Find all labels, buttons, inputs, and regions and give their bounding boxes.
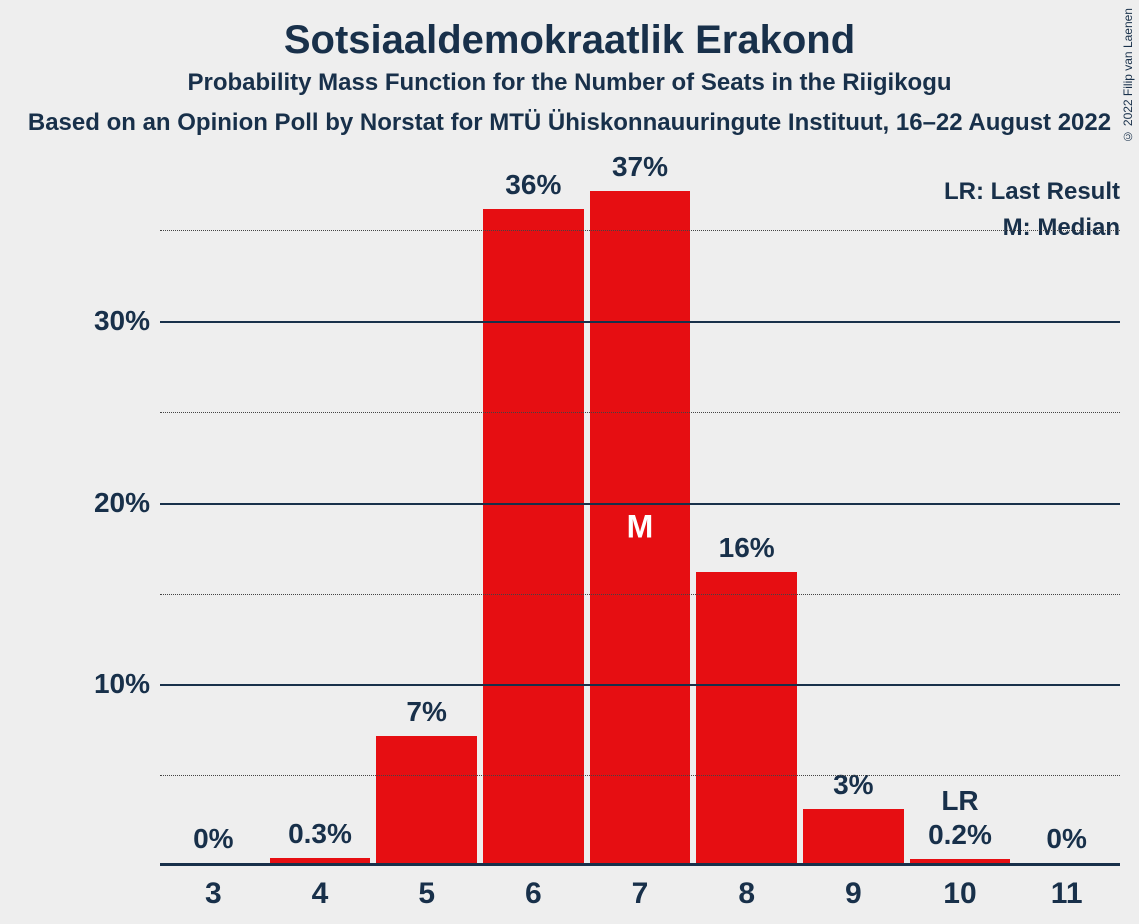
bar-slot: 16%8 xyxy=(693,173,800,863)
y-axis-label: 30% xyxy=(60,305,150,337)
grid-major xyxy=(160,321,1120,323)
bar-median-marker: M xyxy=(590,509,691,546)
x-axis-label: 3 xyxy=(160,863,267,911)
pmf-bar-chart: LR: Last Result M: Median 0%30.3%47%536%… xyxy=(60,176,1120,866)
x-axis-label: 5 xyxy=(373,863,480,911)
grid-minor xyxy=(160,775,1120,776)
bar-slot: 0%11 xyxy=(1013,173,1120,863)
bar-slot: 37%M7 xyxy=(587,173,694,863)
grid-minor xyxy=(160,412,1120,413)
bar-slot: 36%6 xyxy=(480,173,587,863)
x-axis-label: 11 xyxy=(1013,863,1120,911)
bar-slot: LR0.2%10 xyxy=(907,173,1014,863)
y-axis-label: 20% xyxy=(60,487,150,519)
chart-subtitle: Probability Mass Function for the Number… xyxy=(0,69,1139,97)
bars-container: 0%30.3%47%536%637%M716%83%9LR0.2%100%11 xyxy=(160,176,1120,866)
chart-title: Sotsiaaldemokraatlik Erakond xyxy=(0,18,1139,63)
x-axis-label: 8 xyxy=(693,863,800,911)
bar: 36% xyxy=(483,209,584,863)
bar: 3% xyxy=(803,809,904,863)
bar-value-label: 37% xyxy=(590,151,691,191)
x-axis-label: 9 xyxy=(800,863,907,911)
bar-value-label: 36% xyxy=(483,169,584,209)
chart-subsubtitle: Based on an Opinion Poll by Norstat for … xyxy=(0,109,1139,137)
x-axis-label: 10 xyxy=(907,863,1014,911)
x-axis-label: 6 xyxy=(480,863,587,911)
bar-slot: 0%3 xyxy=(160,173,267,863)
bar-value-label: 0% xyxy=(1016,823,1117,863)
grid-major xyxy=(160,503,1120,505)
x-axis-label: 7 xyxy=(587,863,694,911)
bar: 16% xyxy=(696,572,797,863)
bar-value-label: 0% xyxy=(163,823,264,863)
grid-minor xyxy=(160,594,1120,595)
bar: 7% xyxy=(376,736,477,863)
grid-minor xyxy=(160,230,1120,231)
grid-major xyxy=(160,684,1120,686)
bar-value-label: 0.2% xyxy=(910,819,1011,859)
copyright-label: © 2022 Filip van Laenen xyxy=(1121,8,1135,143)
bar-value-label: 7% xyxy=(376,696,477,736)
bar-slot: 3%9 xyxy=(800,173,907,863)
bar-value-label: 0.3% xyxy=(270,818,371,858)
y-axis-label: 10% xyxy=(60,668,150,700)
x-axis-label: 4 xyxy=(267,863,374,911)
bar-value-label: 16% xyxy=(696,532,797,572)
bar-slot: 7%5 xyxy=(373,173,480,863)
bar-slot: 0.3%4 xyxy=(267,173,374,863)
plot-area: LR: Last Result M: Median 0%30.3%47%536%… xyxy=(160,176,1120,866)
bar: 37%M xyxy=(590,191,691,863)
